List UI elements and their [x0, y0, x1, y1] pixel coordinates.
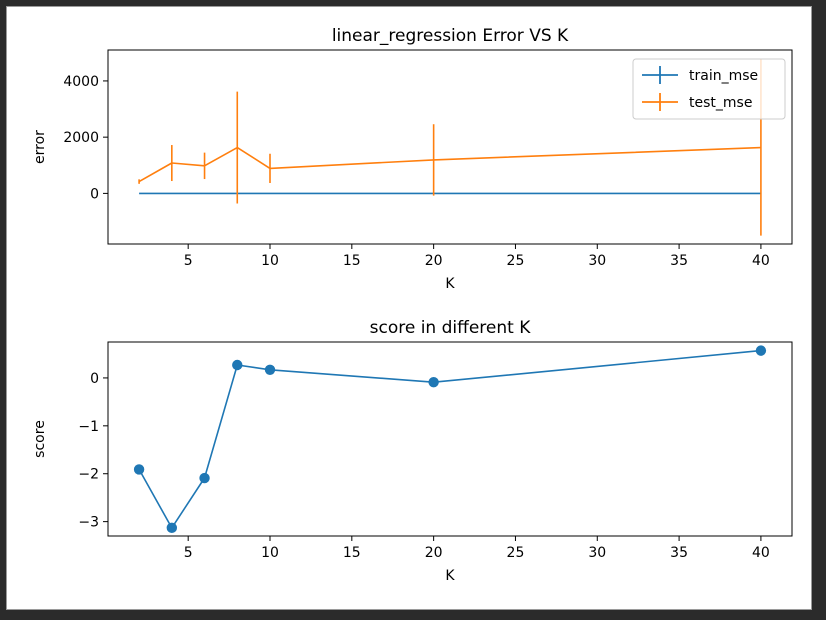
- score-chart-xtick-label-4: 25: [507, 545, 525, 561]
- score-chart-xtick-label-2: 15: [343, 545, 361, 561]
- error-chart-xtick-label-1: 10: [261, 253, 279, 269]
- error-chart-ylabel: error: [32, 130, 48, 164]
- score-chart-ytick-label-0: −3: [78, 515, 99, 531]
- score-chart-xtick-label-1: 10: [261, 545, 279, 561]
- score-chart-ytick-label-2: −1: [78, 419, 99, 435]
- score-chart-xlabel: K: [445, 568, 455, 584]
- error-chart-xtick-label-5: 30: [588, 253, 606, 269]
- error-chart-legend-box: [632, 58, 786, 120]
- score-chart-xtick-label-6: 35: [670, 545, 688, 561]
- error-chart-axes-frame: [107, 49, 793, 245]
- score-chart-xtick-label-5: 30: [588, 545, 606, 561]
- score-chart-ytick-label-3: 0: [90, 371, 99, 387]
- score-chart-point-3: [232, 359, 243, 371]
- score-chart-ylabel: score: [32, 420, 48, 458]
- error-chart-xtick-label-0: 5: [184, 253, 193, 269]
- error-chart-legend-label-0: train_mse: [689, 68, 758, 84]
- error-chart-xtick-label-6: 35: [670, 253, 688, 269]
- error-chart-xtick-label-2: 15: [343, 253, 361, 269]
- score-chart-point-2: [199, 472, 210, 484]
- score-chart-title: score in different K: [370, 318, 532, 338]
- score-chart-xtick-label-7: 40: [752, 545, 770, 561]
- score-chart-point-6: [755, 345, 767, 356]
- score-chart-xtick-label-0: 5: [184, 545, 193, 561]
- error-chart-series-line-1: [138, 146, 761, 183]
- score-chart-xtick-label-3: 20: [425, 545, 443, 561]
- error-chart-xtick-label-4: 25: [507, 253, 525, 269]
- error-chart-xtick-label-7: 40: [752, 253, 770, 269]
- error-chart-ytick-label-1: 2000: [63, 130, 99, 146]
- score-chart-axes-frame: [107, 341, 793, 537]
- error-chart-ytick-label-2: 4000: [63, 74, 99, 90]
- error-chart-legend-label-1: test_mse: [689, 95, 752, 111]
- error-chart-ytick-label-0: 0: [90, 186, 99, 202]
- score-chart-point-1: [166, 522, 178, 534]
- score-chart-ytick-label-1: −2: [78, 467, 99, 483]
- error-chart-xlabel: K: [445, 276, 455, 292]
- error-chart-title: linear_regression Error VS K: [332, 26, 569, 46]
- score-chart-point-5: [428, 377, 439, 388]
- score-chart-series-line-0: [138, 349, 761, 529]
- score-chart-point-0: [133, 464, 145, 475]
- score-chart-point-4: [264, 364, 276, 375]
- error-chart-xtick-label-3: 20: [425, 253, 443, 269]
